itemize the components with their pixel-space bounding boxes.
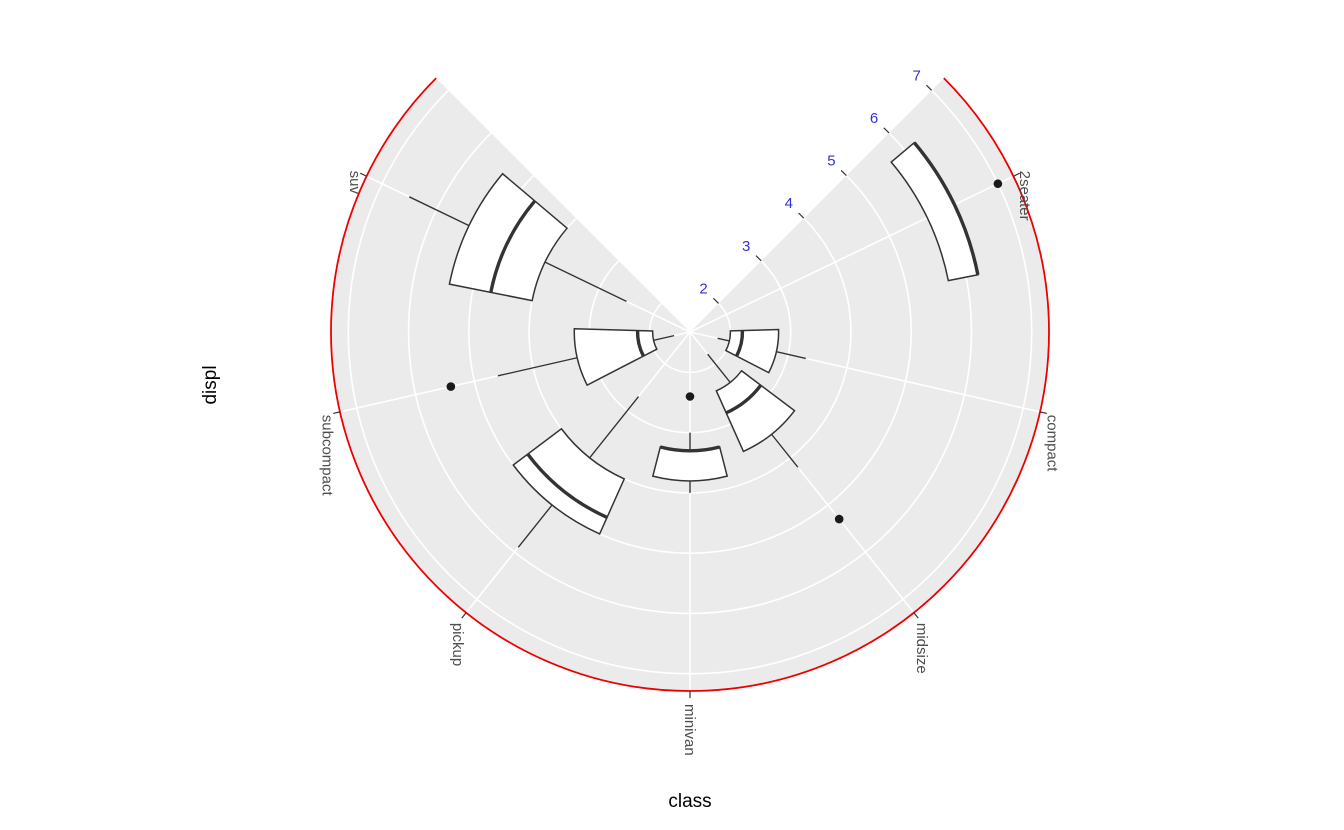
outlier-point-minivan [685, 392, 695, 401]
theta-tick-2seater [1013, 172, 1021, 177]
whisker-lower-midsize [707, 353, 731, 383]
category-label-midsize: midsize [913, 623, 930, 674]
theta-tick-subcompact [333, 411, 341, 415]
box-suv [448, 172, 569, 302]
median-subcompact [635, 330, 645, 357]
y-axis-title: displ [200, 365, 221, 404]
r-tick-label-7: 7 [912, 67, 920, 84]
median-2seater [912, 141, 980, 276]
whisker-lower-subcompact [653, 334, 675, 341]
category-label-compact: compact [1044, 415, 1061, 473]
x-axis-title: class [668, 791, 711, 812]
median-suv [489, 199, 537, 293]
whisker-lower-suv [544, 261, 627, 303]
whisker-lower-pickup [589, 396, 640, 459]
outlier-point-midsize [834, 514, 844, 524]
r-tick-3 [755, 255, 762, 262]
r-tick-label-4: 4 [785, 195, 793, 212]
chart-plot-area: 2seater compact midsize minivan pickup subcom… [318, 67, 1060, 755]
box-midsize [715, 369, 796, 453]
box-pickup [512, 427, 626, 535]
whisker-upper-suv [408, 196, 470, 227]
r-tick-label-6: 6 [870, 110, 878, 127]
category-label-pickup: pickup [449, 623, 466, 666]
theta-tick-midsize [913, 612, 919, 619]
r-tick-2 [712, 297, 719, 304]
whisker-upper-pickup [517, 504, 553, 548]
whisker-upper-midsize [770, 433, 799, 468]
r-tick-4 [798, 212, 805, 219]
whisker-lower-compact [717, 337, 730, 342]
median-pickup [526, 453, 608, 519]
outlier-point-subcompact [446, 382, 456, 391]
category-label-subcompact: subcompact [318, 415, 335, 497]
r-tick-label-5: 5 [827, 153, 835, 170]
grid-spoke-2seater [689, 175, 1013, 333]
box-subcompact [573, 327, 658, 387]
r-tick-5 [840, 169, 847, 177]
theta-tick-pickup [461, 612, 467, 619]
r-tick-label-3: 3 [742, 238, 750, 255]
category-label-2seater: 2seater [1016, 171, 1033, 221]
category-label-minivan: minivan [681, 704, 698, 756]
box-compact [724, 328, 780, 374]
whisker-upper-compact [776, 351, 806, 360]
outlier-point-2seater [993, 179, 1003, 189]
median-minivan [659, 445, 721, 453]
r-tick-7 [926, 84, 933, 91]
median-midsize [725, 384, 763, 415]
whisker-upper-subcompact [497, 357, 578, 377]
theta-tick-compact [1039, 411, 1047, 415]
r-tick-label-2: 2 [699, 280, 707, 297]
median-compact [735, 330, 745, 357]
r-tick-6 [883, 127, 890, 134]
category-label-suv: suv [346, 171, 363, 195]
theta-tick-suv [359, 172, 367, 177]
